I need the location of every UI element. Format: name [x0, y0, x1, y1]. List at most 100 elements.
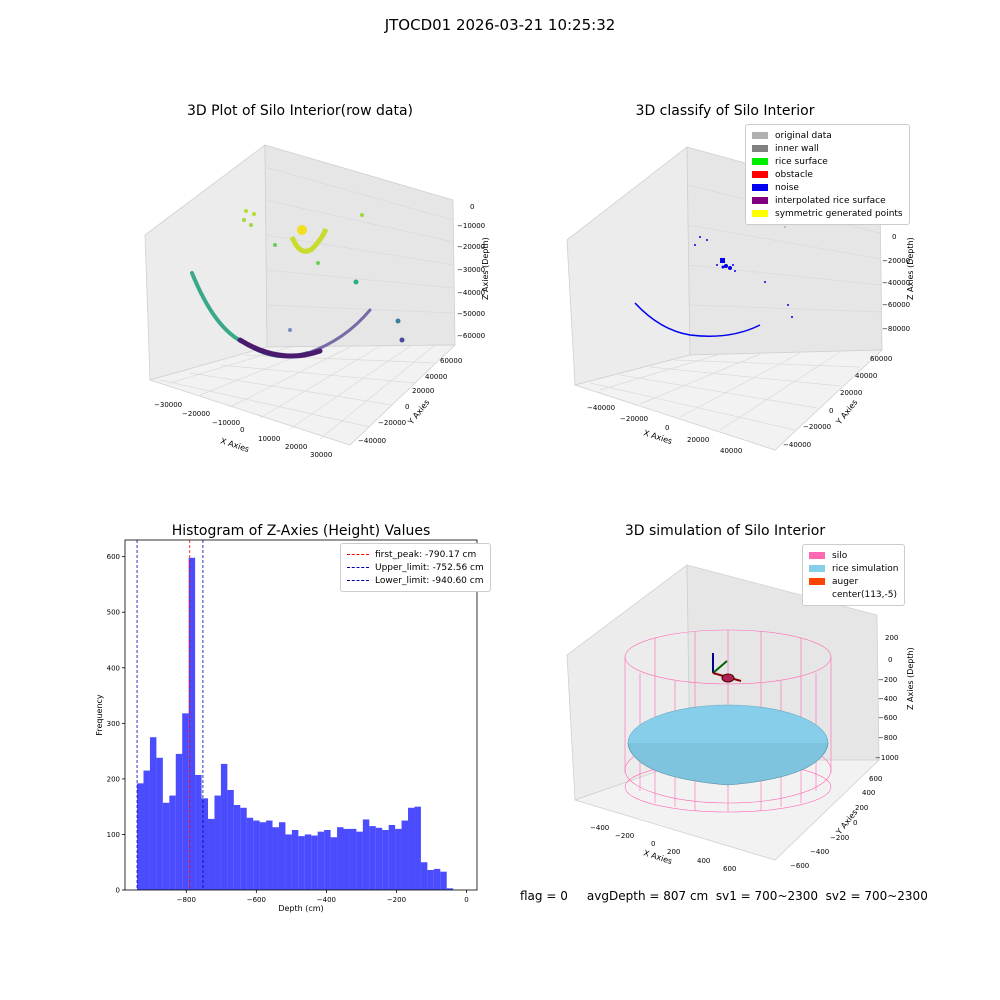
p4-ytick: 200 — [855, 804, 868, 812]
legend-swatch — [809, 565, 825, 572]
p4-x-ticks: −400 −200 0 200 400 600 800 — [590, 824, 764, 875]
panel4-title: 3D simulation of Silo Interior — [624, 523, 826, 539]
p2-legend-entry: original data — [752, 129, 903, 142]
hist-bar — [433, 868, 441, 890]
hist-x-label: Depth (cm) — [278, 904, 323, 913]
legend-swatch — [809, 578, 825, 585]
hist-bar — [143, 770, 150, 890]
hist-bar — [395, 828, 402, 890]
p4-z-ticks: 200 0 −200 −400 −600 −800 −1000 — [875, 634, 899, 762]
p4-ztick: −400 — [878, 695, 897, 703]
p4-ztick: −200 — [878, 676, 897, 684]
p1-xtick: 10000 — [258, 435, 280, 443]
p1-ztick: −60000 — [457, 332, 485, 340]
legend-label: symmetric generated points — [775, 208, 903, 219]
hist-bar — [162, 802, 170, 890]
hist-y-ticks: 0 100 200 300 400 500 600 — [107, 553, 125, 895]
hist-ytick-label: 500 — [107, 609, 120, 617]
p2-legend-entry: interpolated rice surface — [752, 194, 903, 207]
p1-ztick: −20000 — [457, 243, 485, 251]
hist-xtick-label: 0 — [464, 896, 468, 904]
panel4-3d-plot: −400 −200 0 200 400 600 800 X Axies −600… — [566, 564, 915, 875]
hist-bar — [330, 837, 338, 890]
hist-bar — [311, 835, 318, 890]
p1-y-ticks: −40000 −20000 0 20000 40000 60000 — [358, 357, 462, 445]
hist-bar — [253, 820, 260, 890]
p1-xtick: 0 — [240, 426, 244, 434]
p1-z-ticks: 0 −10000 −20000 −30000 −40000 −50000 −60… — [457, 203, 485, 340]
legend-label: original data — [775, 130, 832, 141]
panel1-3d-plot: −30000 −20000 −10000 0 10000 20000 30000… — [144, 144, 490, 459]
p4-ztick: −600 — [878, 714, 897, 722]
p4-ytick: −400 — [810, 848, 829, 856]
p1-ytick: −40000 — [358, 437, 386, 445]
hist-ytick-label: 300 — [107, 720, 120, 728]
p4-ztick: −800 — [878, 734, 897, 742]
p2-ytick: −20000 — [803, 423, 831, 431]
p1-xtick: 20000 — [285, 443, 307, 451]
hist-y-label: Frequency — [95, 694, 104, 736]
p4-xtick: 0 — [651, 840, 655, 848]
hist-bar — [246, 817, 254, 890]
hist-bar — [427, 870, 434, 890]
hist-xtick-label: −200 — [387, 896, 406, 904]
p2-y-label: Y Axies — [834, 398, 860, 427]
p2-ztick: −40000 — [882, 279, 910, 287]
legend-label: Lower_limit: -940.60 cm — [375, 575, 484, 586]
p1-ytick: 40000 — [425, 373, 447, 381]
hist-bar — [169, 795, 176, 890]
p4-ztick: 200 — [885, 634, 898, 642]
hist-bar — [388, 825, 396, 890]
p4-xtick: 600 — [723, 865, 736, 873]
p4-legend: silo rice simulation auger center(113,-5… — [802, 544, 906, 606]
hist-bar — [362, 819, 370, 890]
legend-label: rice simulation — [832, 563, 899, 574]
hist-bar — [440, 871, 447, 890]
hist-bar — [401, 820, 409, 890]
p2-ytick: −40000 — [783, 441, 811, 449]
p2-ytick: 60000 — [870, 355, 892, 363]
legend-swatch — [752, 158, 768, 165]
hist-x-ticks: −800 −600 −400 −200 0 — [177, 890, 469, 904]
p1-xtick: −20000 — [182, 410, 210, 418]
hist-bar — [175, 753, 183, 890]
p2-legend: original data inner wall rice surface ob… — [745, 124, 910, 225]
p2-xtick: 20000 — [687, 436, 709, 444]
legend-swatch — [809, 552, 825, 559]
p1-xtick: 30000 — [310, 451, 332, 459]
hist-bar — [343, 828, 350, 890]
p2-ztick: 0 — [892, 233, 896, 241]
p2-xtick: −20000 — [620, 415, 648, 423]
hist-bar — [304, 834, 312, 890]
legend-swatch — [752, 210, 768, 217]
panel2-title: 3D classify of Silo Interior — [635, 103, 815, 119]
p4-legend-entry: silo — [809, 549, 898, 562]
hist-bar — [208, 818, 215, 890]
p2-legend-entry: rice surface — [752, 155, 903, 168]
hist-legend-entry: Upper_limit: -752.56 cm — [347, 561, 484, 574]
p2-ytick: 40000 — [855, 372, 877, 380]
p4-legend-entry: rice simulation — [809, 562, 898, 575]
hist-bar — [259, 822, 267, 890]
hist-bar — [317, 831, 325, 890]
legend-label: interpolated rice surface — [775, 195, 886, 206]
hist-bar — [285, 834, 292, 890]
p1-ytick: 60000 — [440, 357, 462, 365]
p1-y-label: Y Axies — [406, 398, 432, 427]
hist-bar — [272, 827, 279, 890]
hist-bar — [446, 888, 454, 890]
p4-xtick: −400 — [590, 824, 609, 832]
hist-bar — [137, 783, 144, 890]
p2-pane-left — [566, 146, 691, 386]
p2-noise-points — [694, 226, 793, 318]
p1-ztick: −10000 — [457, 222, 485, 230]
p1-xtick: −30000 — [154, 401, 182, 409]
p4-ytick: 400 — [862, 789, 875, 797]
hist-reference-lines — [136, 540, 204, 890]
hist-ytick-label: 0 — [116, 887, 120, 895]
p4-ztick: −1000 — [875, 754, 899, 762]
hist-legend-entry: first_peak: -790.17 cm — [347, 548, 484, 561]
p4-xtick: −200 — [615, 832, 634, 840]
hist-xtick-label: −600 — [247, 896, 266, 904]
hist-bar — [414, 806, 421, 890]
